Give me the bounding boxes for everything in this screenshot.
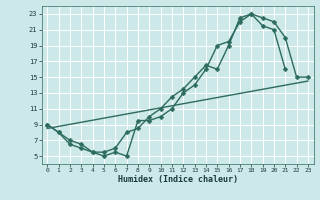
X-axis label: Humidex (Indice chaleur): Humidex (Indice chaleur) — [118, 175, 237, 184]
